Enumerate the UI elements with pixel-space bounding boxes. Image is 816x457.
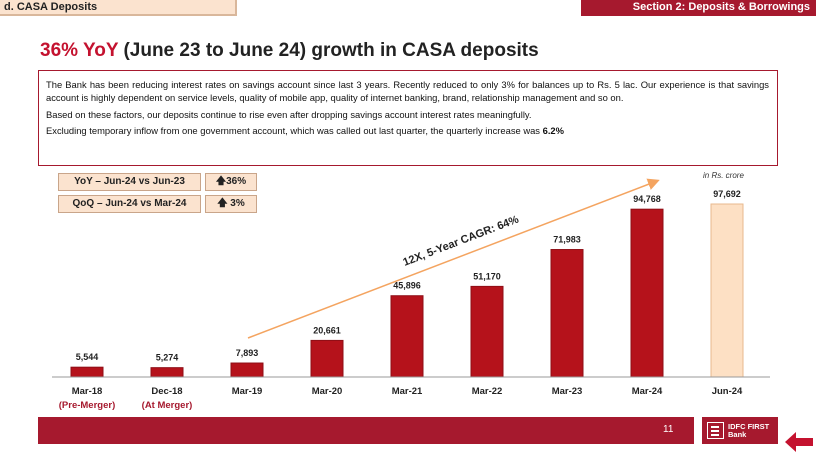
x-sub-label: (Pre-Merger) bbox=[59, 400, 116, 411]
x-tick-label: Dec-18 bbox=[151, 386, 182, 397]
growth-value: 🡅 3% bbox=[205, 195, 257, 213]
growth-label: YoY – Jun-24 vs Jun-23 bbox=[58, 173, 201, 191]
info-paragraph-3: Excluding temporary inflow from one gove… bbox=[46, 125, 769, 138]
page-number: 11 bbox=[663, 424, 674, 435]
x-tick-label: Mar-18 bbox=[72, 386, 103, 397]
info-box: The Bank has been reducing interest rate… bbox=[38, 70, 778, 166]
x-tick-label: Mar-24 bbox=[632, 386, 663, 397]
title-rest: (June 23 to June 24) growth in CASA depo… bbox=[118, 40, 539, 61]
x-tick-label: Mar-22 bbox=[472, 386, 503, 397]
up-arrow-icon: 🡅 bbox=[215, 176, 227, 187]
unit-note: in Rs. crore bbox=[703, 171, 744, 180]
logo-text: IDFC FIRST Bank bbox=[728, 421, 770, 439]
x-tick-label: Mar-21 bbox=[392, 386, 423, 397]
growth-row-yoy: YoY – Jun-24 vs Jun-23 🡅36% bbox=[58, 173, 257, 191]
growth-row-qoq: QoQ – Jun-24 vs Mar-24 🡅 3% bbox=[58, 195, 257, 213]
x-sub-label: (At Merger) bbox=[142, 400, 193, 411]
x-tick-label: Mar-20 bbox=[312, 386, 343, 397]
data-label: 51,170 bbox=[473, 271, 501, 281]
x-tick-label: Jun-24 bbox=[712, 386, 743, 397]
growth-label: QoQ – Jun-24 vs Mar-24 bbox=[58, 195, 201, 213]
logo-icon bbox=[707, 422, 724, 439]
data-label: 94,768 bbox=[633, 194, 661, 204]
data-label: 71,983 bbox=[553, 235, 581, 245]
info-paragraph-1: The Bank has been reducing interest rate… bbox=[46, 79, 769, 103]
title-accent: 36% YoY bbox=[40, 40, 119, 61]
bar-Mar-22 bbox=[470, 285, 504, 378]
growth-value-text: 3% bbox=[230, 198, 245, 209]
bar-Mar-23 bbox=[550, 249, 584, 378]
section-header: Section 2: Deposits & Borrowings bbox=[581, 0, 816, 16]
logo-line-1: IDFC FIRST bbox=[728, 421, 770, 431]
page-title: 36% YoY (June 23 to June 24) growth in C… bbox=[40, 40, 539, 62]
info-paragraph-3-bold: 6.2% bbox=[542, 125, 564, 137]
data-label: 20,661 bbox=[313, 325, 341, 335]
footer-bar bbox=[38, 417, 694, 444]
bar-Mar-24 bbox=[630, 208, 664, 378]
x-tick-label: Mar-19 bbox=[232, 386, 263, 397]
data-label: 7,893 bbox=[236, 348, 259, 358]
bar-Mar-19 bbox=[230, 362, 264, 378]
bank-logo: IDFC FIRST Bank bbox=[702, 417, 778, 444]
info-paragraph-3-text: Excluding temporary inflow from one gove… bbox=[46, 125, 543, 137]
growth-value: 🡅36% bbox=[205, 173, 257, 191]
bar-Mar-18 bbox=[70, 366, 104, 378]
bar-Mar-21 bbox=[390, 295, 424, 378]
growth-table: YoY – Jun-24 vs Jun-23 🡅36% QoQ – Jun-24… bbox=[58, 173, 257, 217]
section-tag: d. CASA Deposits bbox=[0, 0, 237, 16]
growth-value-text: 36% bbox=[226, 176, 247, 187]
cagr-annotation: 12X, 5-Year CAGR: 64% bbox=[401, 213, 520, 268]
bar-Jun-24 bbox=[710, 203, 744, 378]
data-label: 45,896 bbox=[393, 281, 421, 291]
up-arrow-icon: 🡅 bbox=[217, 198, 228, 209]
data-label: 5,544 bbox=[76, 352, 99, 362]
data-label: 5,274 bbox=[156, 353, 179, 363]
growth-arrow bbox=[247, 178, 660, 339]
data-label: 97,692 bbox=[713, 189, 741, 199]
x-tick-label: Mar-23 bbox=[552, 386, 583, 397]
info-paragraph-2: Based on these factors, our deposits con… bbox=[46, 108, 532, 120]
logo-line-2: Bank bbox=[728, 429, 747, 439]
back-arrow-icon[interactable] bbox=[785, 431, 813, 453]
bar-Mar-20 bbox=[310, 339, 344, 378]
bar-Dec-18 bbox=[150, 367, 184, 378]
